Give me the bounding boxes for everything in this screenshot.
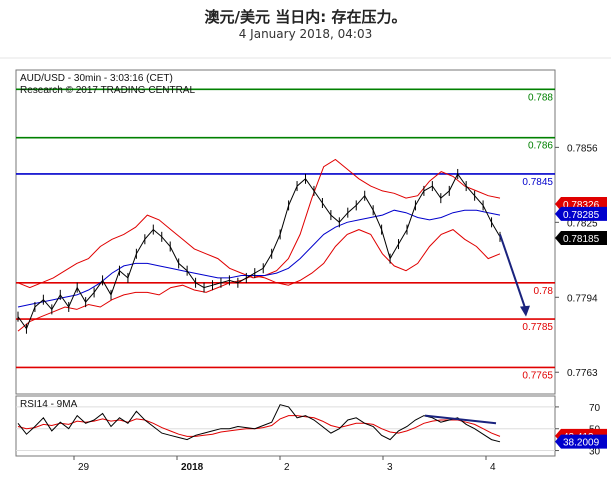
price-axis-label-2: 0.7794 (567, 293, 598, 304)
chart-subtitle: 4 January 2018, 04:03 (238, 27, 373, 41)
rsi-badge-label-1: 38.2009 (563, 438, 600, 449)
main-plot-frame (15, 69, 556, 395)
time-axis-label-1: 2018 (181, 462, 204, 473)
rsi-line (17, 404, 501, 443)
price-badge-label-1: 0.78285 (563, 210, 600, 221)
rsi-lines (16, 404, 555, 452)
price-axis-label-3: 0.7763 (567, 368, 598, 379)
forecast-arrow-head (520, 305, 530, 317)
price-badge-label-0: 0.78326 (563, 200, 600, 211)
price-line (17, 173, 501, 330)
time-axis-label-0: 29 (78, 462, 90, 473)
level-label-0: 0.788 (528, 92, 553, 103)
chart-info-line1: AUD/USD - 30min - 3:03:16 (CET) (20, 73, 173, 84)
level-label-5: 0.7765 (522, 370, 553, 381)
chart-title: 澳元/美元 当日内: 存在压力。 (204, 8, 407, 26)
rsi-axis-label-2: 30 (589, 447, 601, 458)
rsi-panel: RSI14 - 9MA (15, 395, 556, 457)
level-label-4: 0.7785 (522, 322, 553, 333)
level-label-2: 0.7845 (522, 177, 553, 188)
price-axis-label-1: 0.7825 (567, 218, 598, 229)
price-layer (17, 168, 501, 334)
rsi-label: RSI14 - 9MA (20, 399, 78, 410)
price-axis-label-0: 0.7856 (567, 143, 598, 154)
header: 澳元/美元 当日内: 存在压力。 4 January 2018, 04:03 (0, 0, 611, 52)
price-badge-1 (555, 206, 607, 221)
rsi-divergence-line (424, 414, 497, 425)
level-label-1: 0.786 (528, 141, 553, 152)
price-axis: 0.7856 0.7825 0.7794 0.7763 (555, 143, 598, 379)
price-badge-label-2: 0.78185 (563, 234, 600, 245)
rsi-axis: 70503043.41338.2009 (555, 403, 607, 458)
time-axis-label-4: 4 (490, 462, 496, 473)
bollinger-lower-line (17, 229, 501, 332)
price-badge-2 (555, 231, 607, 246)
levels-layer: 0.788 0.786 0.7845 0.78 0.7785 0.7765 (16, 88, 555, 381)
level-label-3: 0.78 (534, 286, 554, 297)
rsi-plot-frame (15, 395, 556, 457)
time-axis-label-2: 2 (284, 462, 290, 473)
main-panel: 0.788 0.786 0.7845 0.78 0.7785 0.7765 AUD/USD… (15, 69, 556, 395)
chart-info-line2: Research © 2017 TRADING CENTRAL (20, 85, 195, 96)
moving-average-line (17, 209, 501, 308)
rsi-badge-1 (555, 434, 607, 449)
forecast-arrow-shaft (499, 234, 527, 311)
time-axis: 29 2018 2 3 4 (73, 456, 496, 473)
forecast-arrow-layer (499, 234, 530, 317)
rsi-axis-label-0: 70 (589, 403, 601, 414)
time-axis-label-3: 3 (387, 462, 393, 473)
rsi-ma-line (17, 415, 501, 437)
bollinger-layer (17, 158, 501, 332)
